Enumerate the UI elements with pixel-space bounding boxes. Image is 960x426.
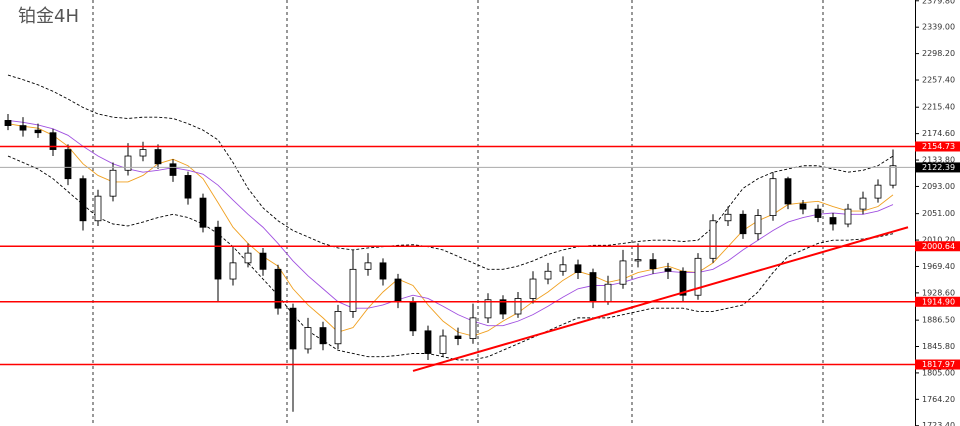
candle-body [214, 226, 222, 280]
candle-body [514, 298, 522, 315]
level-box [915, 141, 960, 152]
y-tick-label: 1969.40 [922, 262, 955, 271]
candle-body [844, 208, 852, 225]
candle-body [769, 178, 777, 216]
y-tick-label: 1886.50 [922, 316, 955, 325]
candle-body [709, 220, 717, 259]
y-tick-label: 2215.40 [922, 103, 955, 112]
candle-body [634, 259, 642, 262]
candle-body [379, 262, 387, 280]
level-label: 1817.97 [922, 360, 955, 369]
trendline [412, 226, 909, 372]
level-label: 2154.73 [922, 142, 955, 151]
candle-body [169, 163, 177, 176]
candle-body [619, 260, 627, 285]
y-tick-label: 2339.00 [922, 23, 955, 32]
candle-body [574, 264, 582, 273]
candle-body [304, 327, 312, 350]
candle-body [154, 149, 162, 165]
candle-body [4, 120, 12, 126]
candle-body [199, 197, 207, 228]
candle-body [94, 195, 102, 222]
candle-body [694, 257, 702, 296]
time-separators [92, 0, 824, 426]
candle-body [139, 149, 147, 157]
level-box [915, 241, 960, 252]
candle-body [19, 125, 27, 131]
y-tick-label: 2010.20 [922, 236, 955, 245]
candle-body [124, 155, 132, 171]
candle-body [814, 208, 822, 218]
candle-body [874, 184, 882, 199]
y-tick-label: 2093.00 [922, 182, 955, 191]
candle-body [559, 264, 567, 272]
candle-body [784, 178, 792, 205]
candle-body [334, 311, 342, 345]
candle-body [424, 330, 432, 354]
level-box [915, 296, 960, 307]
current-price-box [915, 162, 960, 173]
candle-body [829, 217, 837, 225]
candle-body [754, 215, 762, 235]
candle-body [529, 278, 537, 299]
candle-body [724, 213, 732, 222]
level-label: 1914.90 [922, 297, 955, 306]
candle-body [409, 301, 417, 332]
y-tick-label: 2133.80 [922, 156, 955, 165]
y-tick-label: 1723.40 [922, 421, 955, 426]
band-upper [7, 74, 894, 270]
band-lower [7, 155, 894, 361]
candle-body [274, 268, 282, 309]
candle-body [349, 268, 357, 312]
candle-body [889, 165, 897, 186]
candle-body [679, 270, 687, 296]
y-tick-label: 1805.00 [922, 368, 955, 377]
candle-body [859, 197, 867, 210]
y-tick-label: 2051.00 [922, 209, 955, 218]
moving-average [7, 119, 894, 327]
candle-body [364, 262, 372, 270]
candle-body [469, 317, 477, 339]
y-tick-label: 2257.40 [922, 76, 955, 85]
candle-body [739, 213, 747, 235]
candle-body [34, 129, 42, 134]
y-tick-label: 1845.80 [922, 342, 955, 351]
candle-body [589, 272, 597, 303]
candle-body [454, 335, 462, 339]
y-tick-label: 2174.60 [922, 129, 955, 138]
current-price-label: 2122.39 [922, 163, 955, 172]
y-tick-label: 1928.60 [922, 288, 955, 297]
candle-body [64, 149, 72, 180]
candle-body [484, 299, 492, 319]
candle-body [229, 262, 237, 280]
level-box [915, 359, 960, 370]
candle-body [544, 270, 552, 280]
y-tick-label: 2379.80 [922, 0, 955, 5]
y-tick-label: 1764.20 [922, 395, 955, 404]
chart-title: 铂金4H [18, 6, 79, 27]
candle-body [499, 299, 507, 315]
candle-body [289, 307, 297, 350]
candle-body [244, 252, 252, 264]
level-label: 2000.64 [922, 242, 955, 251]
candle-body [79, 178, 87, 222]
candle-body [604, 283, 612, 303]
candle-body [109, 169, 117, 197]
candle-body [394, 278, 402, 303]
candle-body [184, 175, 192, 199]
candle-body [664, 268, 672, 272]
candle-body [439, 335, 447, 354]
y-tick-label: 2298.20 [922, 49, 955, 58]
candle-body [49, 132, 57, 150]
candle-body [319, 327, 327, 345]
candle-body [799, 203, 807, 210]
candle-body [259, 252, 267, 270]
candle-body [649, 259, 657, 270]
